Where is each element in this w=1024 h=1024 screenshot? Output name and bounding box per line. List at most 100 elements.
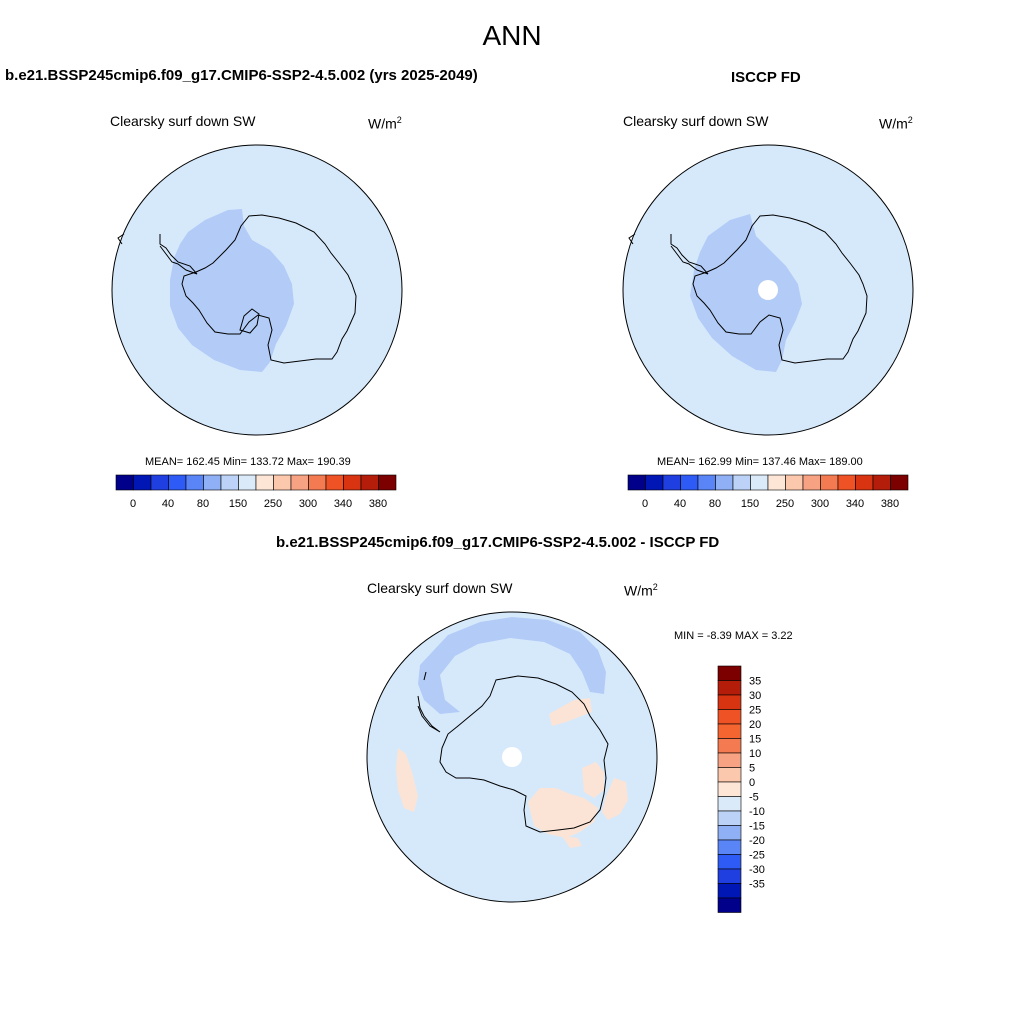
map3-polar (366, 611, 658, 903)
colorbar-panel1-box (203, 474, 222, 491)
colorbar-panel1-box (168, 474, 187, 491)
colorbar-diff-box (717, 767, 742, 783)
map3-positive-west (396, 748, 418, 812)
colorbar-panel1-box (378, 474, 397, 491)
colorbar-panel2-box (767, 474, 786, 491)
map1-antarctica-coastline (181, 214, 357, 364)
colorbar-diff-box (717, 781, 742, 797)
colorbar-panel1-box (238, 474, 257, 491)
panel1-title: b.e21.BSSP245cmip6.f09_g17.CMIP6-SSP2-4.… (5, 67, 478, 84)
colorbar-panel1-tick-label: 150 (229, 498, 247, 510)
map3-positive-southeast (602, 778, 628, 820)
colorbar-panel2-box (627, 474, 646, 491)
colorbar-panel2-box (890, 474, 909, 491)
colorbar-panel2-tick-label: 300 (811, 498, 829, 510)
colorbar-panel1-tick-label: 250 (264, 498, 282, 510)
panel2-title: ISCCP FD (731, 69, 801, 86)
map2-no-data-pole (758, 280, 778, 300)
colorbar-panel1-box (115, 474, 134, 491)
colorbar-diff-tick-label: -15 (749, 821, 765, 833)
colorbar-panel2-tick-label: 80 (709, 498, 721, 510)
panel1-variable: Clearsky surf down SW (110, 113, 256, 129)
map3-positive-east-patch (582, 762, 604, 798)
colorbar-diff-box (717, 839, 742, 855)
panel2-stats: MEAN= 162.99 Min= 137.46 Max= 189.00 (657, 456, 863, 468)
colorbar-diff-box (717, 883, 742, 899)
colorbar-panel1-box (255, 474, 274, 491)
map2-low-region (690, 214, 802, 372)
colorbar-panel2-tick-label: 340 (846, 498, 864, 510)
map3-positive-small (562, 836, 582, 848)
colorbar-panel2-tick-label: 250 (776, 498, 794, 510)
colorbar-diff-tick-label: 25 (749, 705, 761, 717)
colorbar-diff-tick-label: -5 (749, 792, 759, 804)
map2-antarctica-coastline (692, 214, 868, 364)
colorbar-diff-tick-label: -30 (749, 864, 765, 876)
colorbar-diff-box (717, 825, 742, 841)
colorbar-diff-tick-label: 15 (749, 734, 761, 746)
colorbar-diff-box (717, 680, 742, 696)
colorbar-panel1: 0 40 80 150 250 300 340 380 (115, 474, 397, 510)
colorbar-panel1-box (360, 474, 379, 491)
panel3-title: b.e21.BSSP245cmip6.f09_g17.CMIP6-SSP2-4.… (276, 534, 720, 551)
colorbar-panel2-tick-label: 40 (674, 498, 686, 510)
figure-title: ANN (482, 20, 542, 51)
map3-peninsula (417, 695, 441, 733)
colorbar-panel1-tick-label: 380 (369, 498, 387, 510)
colorbar-diff-box (717, 738, 742, 754)
colorbar-panel2-box (820, 474, 839, 491)
colorbar-panel1-tick-label: 80 (197, 498, 209, 510)
colorbar-diff-box (717, 868, 742, 884)
colorbar-panel1-box (150, 474, 169, 491)
colorbar-panel1-tick-label: 40 (162, 498, 174, 510)
panel2-variable: Clearsky surf down SW (623, 113, 769, 129)
map1-polar (111, 144, 403, 436)
colorbar-panel2-box (855, 474, 874, 491)
colorbar-panel1-box (325, 474, 344, 491)
colorbar-diff-box (717, 796, 742, 812)
colorbar-panel2-box (662, 474, 681, 491)
colorbar-panel1-box (308, 474, 327, 491)
map3-low-band (418, 617, 606, 714)
map2-border (622, 144, 914, 436)
colorbar-panel2-box (802, 474, 821, 491)
colorbar-diff-tick-label: -25 (749, 850, 765, 862)
colorbar-diff-tick-label: 35 (749, 676, 761, 688)
colorbar-panel2-box (680, 474, 699, 491)
map1-low-region (170, 209, 294, 372)
map3-south-america-tip (423, 671, 427, 681)
colorbar-diff-box (717, 709, 742, 725)
colorbar-panel1-box (290, 474, 309, 491)
colorbar-panel1-box (185, 474, 204, 491)
colorbar-panel1-tick-label: 0 (130, 498, 136, 510)
colorbar-diff-tick-label: 10 (749, 748, 761, 760)
colorbar-panel2-tick-label: 380 (881, 498, 899, 510)
colorbar-diff-tick-label: -10 (749, 806, 765, 818)
colorbar-diff-box (717, 752, 742, 768)
colorbar-diff-box (717, 897, 742, 913)
colorbar-panel1-box (343, 474, 362, 491)
colorbar-panel2-box (837, 474, 856, 491)
colorbar-panel2-box (785, 474, 804, 491)
colorbar-diff-box (717, 810, 742, 826)
colorbar-diff-box (717, 854, 742, 870)
colorbar-panel2-box (645, 474, 664, 491)
colorbar-diff: 35 30 25 20 15 10 5 0 -5 -10 -15 -20 -25 -30 -35 (717, 665, 765, 913)
colorbar-diff-tick-label: 20 (749, 719, 761, 731)
panel2-units: W/m2 (879, 115, 913, 132)
panel3-units: W/m2 (624, 582, 658, 599)
colorbar-panel1-tick-label: 300 (299, 498, 317, 510)
colorbar-panel2-tick-label: 0 (642, 498, 648, 510)
panel1-stats: MEAN= 162.45 Min= 133.72 Max= 190.39 (145, 456, 351, 468)
colorbar-diff-tick-label: 5 (749, 763, 755, 775)
colorbar-diff-tick-label: -20 (749, 835, 765, 847)
map3-no-data-pole (502, 747, 522, 767)
colorbar-panel2-box (750, 474, 769, 491)
colorbar-diff-box (717, 723, 742, 739)
map1-shelf-outline (239, 308, 260, 334)
map2-polar (622, 144, 914, 436)
colorbar-panel2: 0 40 80 150 250 300 340 380 (627, 474, 909, 510)
colorbar-panel1-box (220, 474, 239, 491)
colorbar-panel1-box (273, 474, 292, 491)
